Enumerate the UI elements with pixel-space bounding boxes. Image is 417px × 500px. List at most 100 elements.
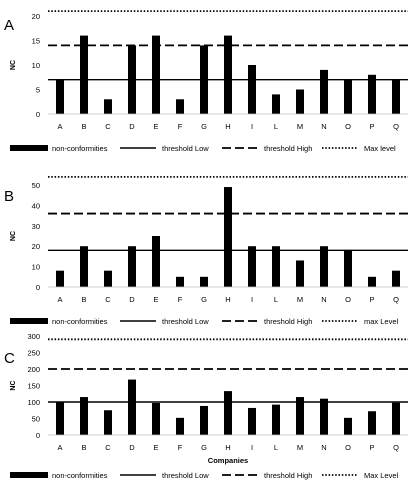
x-tick-label: O [345,443,351,452]
bar [152,402,160,435]
bar [344,417,352,435]
bar [104,270,112,287]
legend-label: Max Level [364,471,399,480]
y-tick-label: 0 [36,110,40,119]
bar [224,187,232,287]
y-tick-label: 50 [32,181,40,190]
y-tick-label: 250 [27,349,40,358]
bar [392,270,400,287]
legend-swatch [10,472,48,478]
x-tick-label: I [251,443,253,452]
legend-label: threshold High [264,471,312,480]
bar [296,260,304,287]
x-tick-label: M [297,295,303,304]
bar [56,270,64,287]
x-tick-label: D [129,295,135,304]
y-tick-label: 30 [32,222,40,231]
bar [80,246,88,287]
bar [56,402,64,435]
bar [272,404,280,435]
legend-label: Max level [364,144,396,153]
x-tick-label: M [297,122,303,131]
x-tick-label: F [178,443,183,452]
y-tick-label: 10 [32,263,40,272]
bar [176,276,184,287]
bar [392,79,400,114]
x-tick-label: H [225,122,230,131]
bar [272,94,280,114]
x-tick-label: C [105,295,111,304]
y-tick-label: 15 [32,37,40,46]
bar [176,99,184,114]
bar [296,397,304,435]
y-tick-label: 100 [27,398,40,407]
x-tick-label: B [81,122,86,131]
x-tick-label: Q [393,443,399,452]
legend-label: non-conformities [52,317,108,326]
legend-label: max Level [364,317,399,326]
bar [296,89,304,114]
bar [128,246,136,287]
x-tick-label: P [369,122,374,131]
x-tick-label: O [345,122,351,131]
y-tick-label: 300 [27,332,40,341]
legend-label: non-conformities [52,144,108,153]
bar [200,276,208,287]
x-tick-label: F [178,122,183,131]
bar [272,246,280,287]
x-tick-label: O [345,295,351,304]
bar [200,405,208,435]
y-tick-label: 20 [32,242,40,251]
y-tick-label: 0 [36,283,40,292]
legend-label: threshold High [264,144,312,153]
bar [80,397,88,435]
bar [152,35,160,114]
panel-letter: A [4,17,14,34]
bar [176,417,184,435]
panel-letter: B [4,188,14,205]
x-tick-label: N [321,122,326,131]
x-tick-label: L [274,295,278,304]
y-tick-label: 5 [36,86,40,95]
bar [224,35,232,114]
x-tick-label: A [57,295,62,304]
x-axis-label: Companies [208,456,248,465]
x-tick-label: N [321,443,326,452]
legend-label: threshold Low [162,317,209,326]
y-tick-label: 50 [32,415,40,424]
bar [248,65,256,114]
x-tick-label: Q [393,295,399,304]
y-axis-label: NC [10,380,17,390]
x-tick-label: L [274,443,278,452]
legend-label: threshold Low [162,144,209,153]
legend-label: non-conformities [52,471,108,480]
x-tick-label: A [57,443,62,452]
x-tick-label: E [153,122,158,131]
bar [248,407,256,435]
bar [368,74,376,114]
x-tick-label: D [129,122,135,131]
bar [56,79,64,114]
chart-panel-c: C 0 50 100 150 200 250 300 NC A B C D E F G H I L M N O P Q Comp… [4,332,408,480]
x-tick-label: Q [393,122,399,131]
x-tick-label: N [321,295,326,304]
bar [80,35,88,114]
legend-label: threshold High [264,317,312,326]
x-tick-label: G [201,443,207,452]
legend: non-conformities threshold Low threshold H… [10,471,399,480]
chart-panel-a: A 0 5 10 15 20 NC A B C D E F G H I L M N O P Qnon-conformiti… [4,10,408,153]
bar [224,391,232,435]
x-tick-label: C [105,443,111,452]
x-tick-label: H [225,295,230,304]
bar [344,79,352,114]
y-tick-label: 40 [32,201,40,210]
x-tick-label: F [178,295,183,304]
x-tick-label: E [153,295,158,304]
bar [152,236,160,287]
y-tick-label: 10 [32,61,40,70]
bar [104,410,112,435]
bar [320,69,328,114]
x-tick-label: M [297,443,303,452]
y-tick-label: 200 [27,365,40,374]
